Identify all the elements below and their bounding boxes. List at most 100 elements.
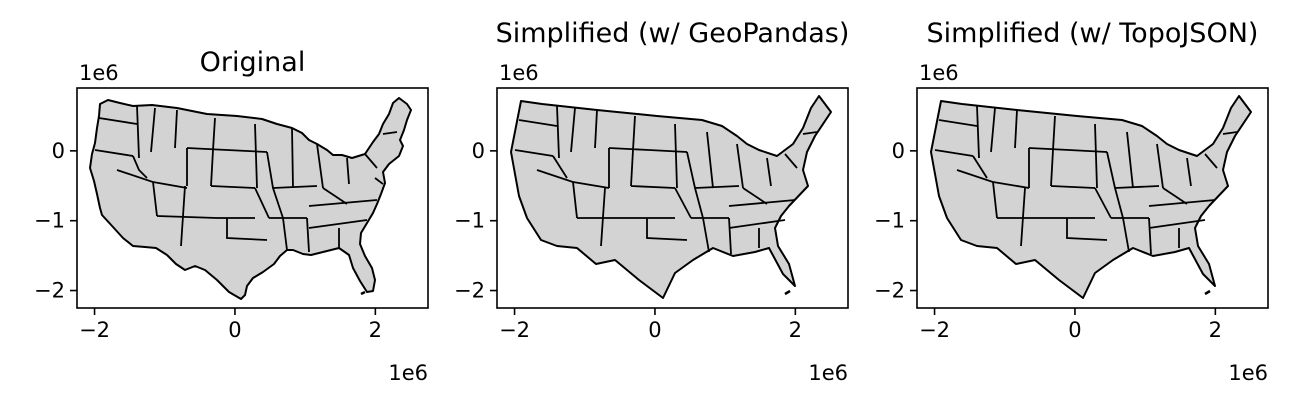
- state-border: [1014, 109, 1018, 149]
- state-border: [992, 181, 1030, 189]
- state-border: [1066, 218, 1108, 241]
- map-panel-1: Original −2 0 2 0 −1 −2 1e6 1e6: [34, 47, 429, 385]
- state-border: [630, 185, 676, 189]
- state-border: [1020, 187, 1026, 247]
- state-border: [1050, 185, 1096, 189]
- y-offset-label: 1e6: [79, 61, 119, 85]
- x-tick-label: 0: [1068, 318, 1081, 342]
- y-tick-label: 0: [892, 139, 905, 163]
- state-border: [94, 149, 134, 157]
- y-tick-label: −1: [34, 209, 65, 233]
- x-tick-label: 2: [369, 318, 382, 342]
- x-offset-label: 1e6: [388, 361, 428, 385]
- state-border: [608, 147, 650, 151]
- state-border: [728, 199, 796, 207]
- state-border: [212, 117, 216, 151]
- y-tick-label: −2: [34, 279, 65, 303]
- x-tick-label: 0: [648, 318, 661, 342]
- state-border: [1094, 123, 1098, 189]
- us-states-outline: [510, 95, 832, 299]
- x-tick-label: −2: [499, 318, 530, 342]
- state-border: [374, 177, 384, 185]
- state-border: [346, 157, 350, 185]
- state-border: [272, 185, 318, 189]
- state-border: [594, 109, 598, 149]
- y-tick-label: −2: [874, 279, 905, 303]
- state-border: [98, 117, 138, 125]
- state-border: [322, 187, 348, 205]
- state-border: [306, 217, 310, 253]
- state-border: [1094, 187, 1112, 219]
- axes-frame: [916, 87, 1269, 309]
- panel-title: Original: [200, 47, 306, 78]
- state-border: [180, 185, 186, 247]
- panel-title: Simplified (w/ TopoJSON): [927, 18, 1259, 49]
- x-tick-label: 2: [789, 318, 802, 342]
- island-fragment: [1204, 289, 1211, 296]
- state-border: [742, 187, 768, 205]
- state-border: [938, 119, 978, 127]
- state-border: [254, 187, 270, 219]
- panel-title: Simplified (w/ GeoPandas): [496, 18, 850, 49]
- y-offset-label: 1e6: [499, 61, 539, 85]
- state-border: [990, 107, 996, 153]
- state-border: [1114, 185, 1160, 189]
- us-states-outline: [89, 97, 412, 300]
- state-border: [132, 155, 148, 179]
- state-border: [600, 187, 606, 247]
- state-geometries: [89, 97, 412, 300]
- state-border: [728, 217, 732, 255]
- state-border: [1052, 115, 1056, 151]
- state-border: [632, 115, 636, 151]
- state-border: [186, 147, 228, 151]
- state-border: [1148, 217, 1152, 255]
- state-geometries: [510, 95, 832, 299]
- y-tick-label: 0: [472, 139, 485, 163]
- state-border: [1156, 143, 1164, 189]
- state-border: [382, 131, 398, 135]
- us-states-outline: [930, 95, 1252, 299]
- state-border: [210, 149, 214, 187]
- island-fragment: [360, 290, 366, 296]
- state-border: [364, 153, 378, 169]
- y-tick-label: −2: [454, 279, 485, 303]
- state-border: [556, 105, 560, 159]
- x-offset-label: 1e6: [1228, 361, 1268, 385]
- y-tick-label: −1: [874, 209, 905, 233]
- state-border: [1028, 147, 1070, 151]
- x-offset-label: 1e6: [808, 361, 848, 385]
- y-tick-label: −1: [454, 209, 485, 233]
- state-border: [136, 105, 140, 159]
- state-border: [648, 149, 688, 153]
- state-border: [291, 127, 294, 189]
- x-tick-label: 0: [228, 318, 241, 342]
- state-border: [736, 143, 744, 189]
- state-border: [674, 123, 678, 189]
- state-border: [226, 149, 268, 153]
- state-border: [150, 107, 156, 153]
- state-border: [1222, 131, 1238, 135]
- state-border: [1204, 153, 1218, 169]
- axes-frame: [76, 87, 429, 309]
- state-border: [1068, 149, 1108, 153]
- state-border: [308, 199, 378, 207]
- state-border: [702, 217, 710, 253]
- y-offset-label: 1e6: [919, 61, 959, 85]
- state-border: [766, 157, 772, 187]
- x-tick-label: 2: [1209, 318, 1222, 342]
- state-border: [174, 109, 178, 149]
- state-border: [1186, 157, 1192, 187]
- axes-frame: [496, 87, 849, 309]
- x-tick-label: −2: [79, 318, 110, 342]
- state-border: [572, 181, 610, 189]
- state-border: [674, 187, 692, 219]
- state-border: [308, 219, 368, 229]
- state-border: [570, 107, 576, 153]
- map-panel-3: Simplified (w/ TopoJSON) −2 0 2 0 −1 −2 1e6 1e6: [874, 18, 1269, 385]
- map-panel-2: Simplified (w/ GeoPandas) −2 0 2 0 −1 −2 1e6 1e6: [454, 18, 849, 385]
- state-border: [552, 155, 568, 179]
- state-border: [1122, 217, 1130, 253]
- y-tick-label: 0: [52, 139, 65, 163]
- island-fragment: [784, 289, 791, 296]
